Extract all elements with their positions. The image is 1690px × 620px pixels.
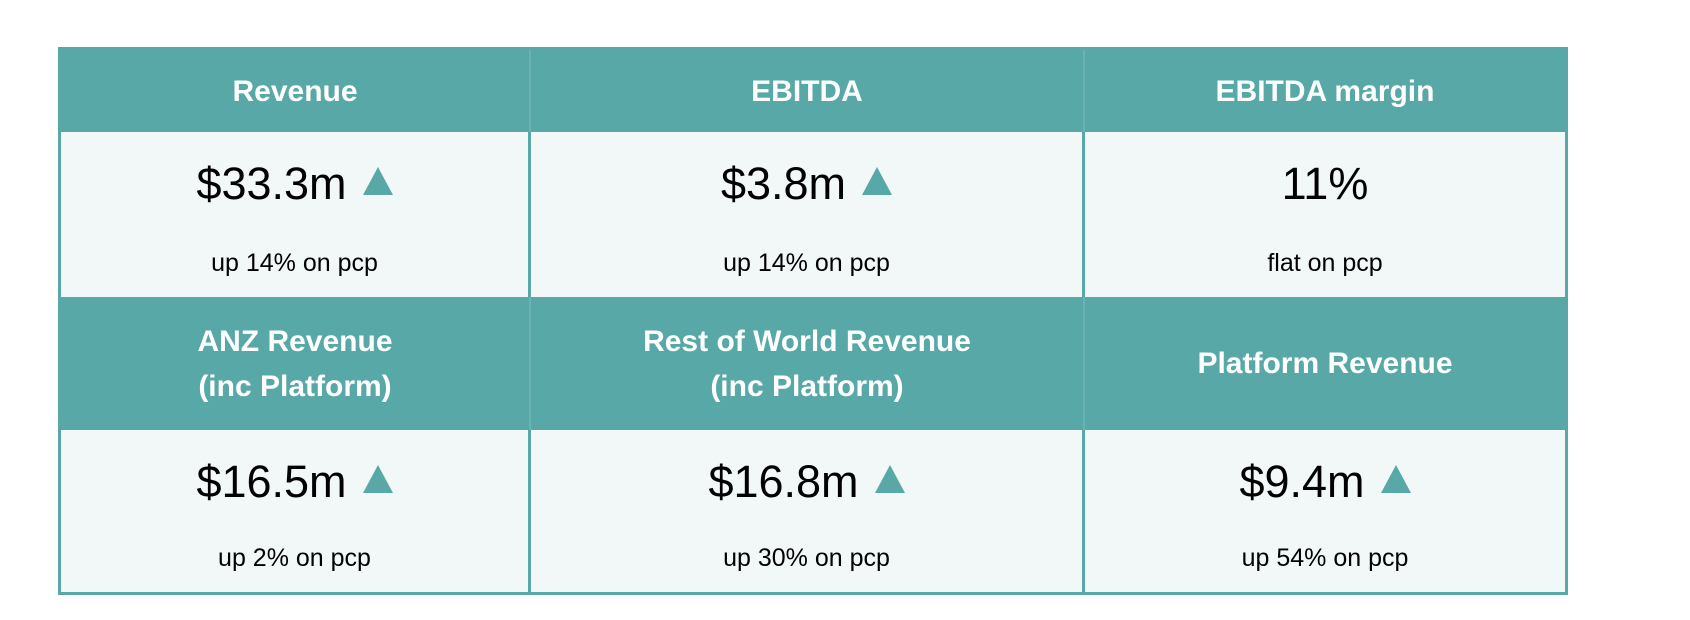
cell-rest-of-world-revenue: $16.8m up 30% on pcp [531,430,1085,592]
kpi-table: Revenue EBITDA EBITDA margin $33.3m up 1… [58,47,1568,595]
up-triangle-icon [362,465,393,493]
cell-platform-revenue: $9.4m up 54% on pcp [1085,430,1565,592]
change-ebitda-margin: flat on pcp [1267,249,1383,277]
value-platform-revenue: $9.4m [1239,456,1365,507]
header-ebitda: EBITDA [531,50,1085,132]
header-revenue: Revenue [61,50,531,132]
up-triangle-icon [1380,465,1411,493]
value-line: $33.3m [61,156,528,212]
change-rest-of-world-revenue: up 30% on pcp [723,544,890,572]
cell-revenue: $33.3m up 14% on pcp [61,132,531,297]
up-triangle-icon [862,167,893,195]
change-anz-revenue: up 2% on pcp [218,544,371,572]
header-anz-revenue: ANZ Revenue (inc Platform) [61,297,531,430]
value-line: 11% [1085,156,1565,212]
header-platform-revenue: Platform Revenue [1085,297,1565,430]
value-line: $9.4m [1085,454,1565,510]
value-line: $3.8m [531,156,1082,212]
change-platform-revenue: up 54% on pcp [1241,544,1409,572]
value-ebitda: $3.8m [720,158,847,209]
value-line: $16.8m [531,454,1082,510]
up-triangle-icon [874,465,905,493]
header-ebitda-margin: EBITDA margin [1085,50,1565,132]
header-rest-of-world-revenue: Rest of World Revenue (inc Platform) [531,297,1085,430]
value-anz-revenue: $16.5m [196,456,347,507]
change-ebitda: up 14% on pcp [723,249,890,277]
cell-ebitda: $3.8m up 14% on pcp [531,132,1085,297]
cell-ebitda-margin: 11% flat on pcp [1085,132,1565,297]
value-revenue: $33.3m [196,158,347,209]
up-triangle-icon [362,167,393,195]
cell-anz-revenue: $16.5m up 2% on pcp [61,430,531,592]
value-rest-of-world-revenue: $16.8m [708,456,859,507]
value-line: $16.5m [61,454,528,510]
change-revenue: up 14% on pcp [211,249,378,277]
value-ebitda-margin: 11% [1281,158,1369,209]
